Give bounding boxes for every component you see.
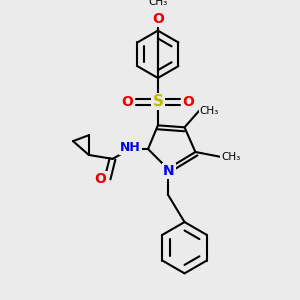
- Text: O: O: [182, 95, 194, 109]
- Text: S: S: [152, 94, 164, 109]
- Text: CH₃: CH₃: [148, 0, 167, 7]
- Text: CH₃: CH₃: [221, 152, 241, 162]
- Text: NH: NH: [120, 141, 141, 154]
- Text: O: O: [95, 172, 106, 186]
- Text: N: N: [163, 164, 175, 178]
- Text: CH₃: CH₃: [200, 106, 219, 116]
- Text: O: O: [152, 12, 164, 26]
- Text: O: O: [122, 95, 133, 109]
